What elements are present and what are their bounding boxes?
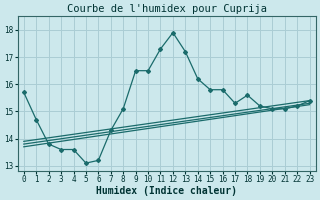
X-axis label: Humidex (Indice chaleur): Humidex (Indice chaleur) xyxy=(96,186,237,196)
Title: Courbe de l'humidex pour Cuprija: Courbe de l'humidex pour Cuprija xyxy=(67,4,267,14)
